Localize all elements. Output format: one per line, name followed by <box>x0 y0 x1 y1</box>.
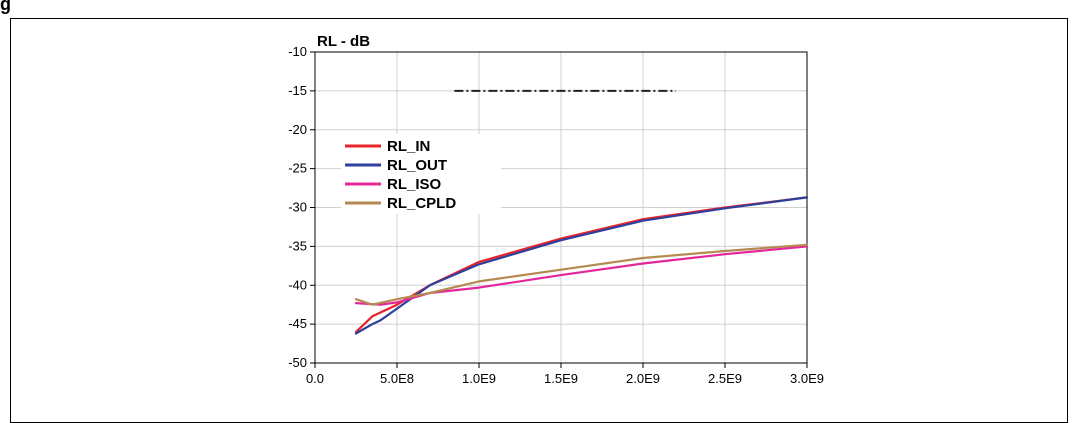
chart-title: RL - dB <box>317 33 370 50</box>
y-tick-label: -10 <box>288 44 307 59</box>
legend-label: RL_IN <box>387 138 430 155</box>
axis-ticks: 0.0 5.0E8 1.0E9 1.5E9 2.0E9 2.5E9 3.0E9 -10 -15 -… <box>288 44 824 386</box>
x-tick-label: 3.0E9 <box>790 371 824 386</box>
figure-label: g <box>0 0 11 14</box>
y-tick-label: -40 <box>288 277 307 292</box>
x-tick-label: 5.0E8 <box>380 371 414 386</box>
series-line-rl-out <box>354 196 809 335</box>
legend-label: RL_OUT <box>387 157 447 174</box>
legend-label: RL_ISO <box>387 176 442 193</box>
x-tick-label: 2.0E9 <box>626 371 660 386</box>
series-line-rl-cpld <box>354 243 809 306</box>
legend: RL_IN RL_OUT RL_ISO RL_CPLD <box>341 134 501 214</box>
y-tick-label: -35 <box>288 238 307 253</box>
y-tick-label: -50 <box>288 355 307 370</box>
y-tick-label: -30 <box>288 200 307 215</box>
series-lines <box>354 89 809 335</box>
x-tick-label: 1.0E9 <box>462 371 496 386</box>
series-line-rl-iso <box>354 245 809 306</box>
y-tick-label: -45 <box>288 316 307 331</box>
x-tick-label: 0.0 <box>306 371 324 386</box>
y-tick-label: -25 <box>288 161 307 176</box>
legend-label: RL_CPLD <box>387 195 456 212</box>
y-tick-label: -15 <box>288 83 307 98</box>
y-tick-label: -20 <box>288 122 307 137</box>
x-tick-label: 1.5E9 <box>544 371 578 386</box>
series-line-rl-in <box>354 196 809 333</box>
x-tick-label: 2.5E9 <box>708 371 742 386</box>
